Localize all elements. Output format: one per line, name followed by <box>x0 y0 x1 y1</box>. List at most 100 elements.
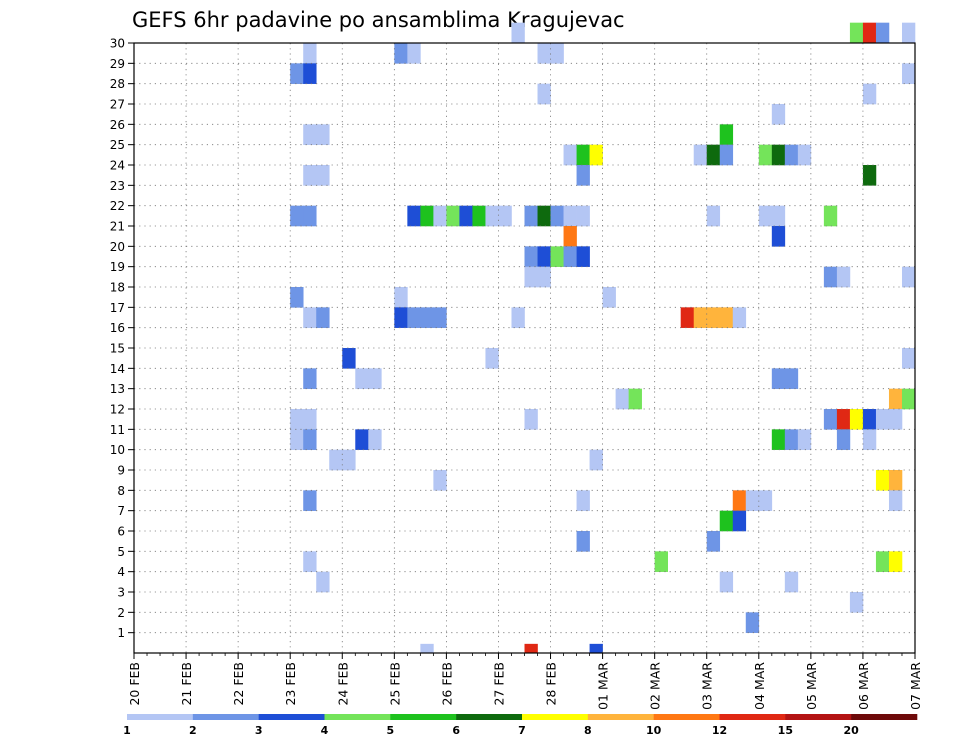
heatmap-cell <box>290 205 304 227</box>
heatmap-cell <box>368 429 382 450</box>
heatmap-cell <box>342 449 356 471</box>
heatmap-cell <box>407 307 421 328</box>
heatmap-cell <box>355 429 369 450</box>
x-tick-label: 20 FEB <box>127 662 142 706</box>
heatmap-cell <box>576 165 590 186</box>
x-tick-label: 01 MAR <box>596 662 611 710</box>
heatmap-cell <box>823 205 838 227</box>
heatmap-cell <box>316 165 330 186</box>
heatmap-cell <box>498 205 512 227</box>
legend-label: 4 <box>321 724 329 737</box>
heatmap-cell <box>563 205 577 227</box>
x-axis-ticks: 20 FEB 21 FEB 22 FEB 23 FEB 24 FEB 25 FEB 26 F… <box>127 653 923 710</box>
y-tick-label: 22 <box>110 199 125 213</box>
y-tick-label: 19 <box>110 260 125 274</box>
heatmap-cell <box>550 246 564 267</box>
heatmap-cell <box>485 348 499 369</box>
heatmap-cell <box>433 205 447 227</box>
heatmap-cell <box>303 205 317 227</box>
legend-label: 15 <box>778 724 793 737</box>
legend-label: 2 <box>189 724 197 737</box>
heatmap-cell <box>901 22 916 44</box>
heatmap-cell <box>693 144 708 166</box>
legend-swatch <box>324 714 391 720</box>
heatmap-cell <box>303 165 317 186</box>
legend-label: 6 <box>452 724 460 737</box>
heatmap-cell <box>875 470 890 491</box>
legend-swatch <box>390 714 457 720</box>
heatmap-cell <box>472 205 486 227</box>
heatmap-cell <box>524 246 538 267</box>
heatmap-cell <box>836 266 851 288</box>
heatmap-cell <box>888 490 903 511</box>
legend-swatch <box>258 714 325 720</box>
heatmap-cell <box>602 287 616 308</box>
legend-swatch <box>851 714 918 720</box>
x-tick-label: 24 FEB <box>335 662 350 706</box>
heatmap-cell <box>771 205 786 227</box>
heatmap-cell <box>615 388 629 410</box>
x-tick-label: 02 MAR <box>648 662 663 710</box>
y-tick-label: 21 <box>110 220 125 234</box>
heatmap-cell <box>303 124 317 145</box>
heatmap-cell <box>745 490 760 511</box>
heatmap-cell <box>784 144 799 166</box>
legend-label: 1 <box>123 724 131 737</box>
heatmap-cell <box>576 531 590 552</box>
heatmap-cell <box>537 205 551 227</box>
heatmap-cell <box>420 205 434 227</box>
heatmap-cell <box>680 307 695 328</box>
heatmap-cell <box>303 368 317 389</box>
legend-swatch <box>785 714 852 720</box>
y-tick-label: 11 <box>110 423 125 437</box>
heatmap-cell <box>394 43 408 64</box>
heatmap-cell <box>394 287 408 308</box>
heatmap-cell <box>407 43 421 64</box>
heatmap-cell <box>706 144 721 166</box>
heatmap-cell <box>628 388 642 410</box>
heatmap-cell <box>836 429 851 450</box>
heatmap-cell <box>303 409 317 430</box>
y-tick-label: 14 <box>110 362 125 376</box>
heatmap-cell <box>290 287 304 308</box>
legend-swatch <box>653 714 720 720</box>
heatmap-cell <box>888 470 903 491</box>
y-tick-label: 12 <box>110 403 125 417</box>
y-tick-label: 15 <box>110 342 125 356</box>
heatmap-cell <box>524 409 538 430</box>
heatmap-cell <box>758 144 773 166</box>
legend-swatch <box>127 714 194 720</box>
heatmap-cell <box>901 348 916 369</box>
heatmap-cell <box>329 449 343 471</box>
heatmap-cell <box>576 205 590 227</box>
heatmap-cell <box>719 510 734 532</box>
heatmap-cell <box>719 571 734 593</box>
heatmap-cell <box>576 144 590 166</box>
heatmap-cell <box>862 22 877 44</box>
x-tick-label: 07 MAR <box>908 662 923 710</box>
heatmap-cells <box>290 22 916 654</box>
y-tick-label: 23 <box>110 179 125 193</box>
y-tick-label: 9 <box>117 464 125 478</box>
heatmap-cell <box>719 144 734 166</box>
y-tick-label: 28 <box>110 77 125 91</box>
y-tick-label: 8 <box>117 484 125 498</box>
y-tick-label: 30 <box>110 37 125 51</box>
heatmap-cell <box>342 348 356 369</box>
heatmap-cell <box>433 470 447 491</box>
legend-label: 8 <box>584 724 592 737</box>
heatmap-cell <box>303 63 317 84</box>
legend-label: 10 <box>646 724 662 737</box>
heatmap-cell <box>537 43 551 64</box>
heatmap-cell <box>849 22 864 44</box>
heatmap-cell <box>537 83 551 105</box>
x-tick-label: 27 FEB <box>491 662 506 706</box>
x-tick-label: 25 FEB <box>387 662 402 706</box>
heatmap-cell <box>290 429 304 450</box>
heatmap-cell <box>316 124 330 145</box>
heatmap-cell <box>901 388 916 410</box>
x-tick-label: 23 FEB <box>283 662 298 706</box>
heatmap-cell <box>862 409 877 430</box>
heatmap-cell <box>303 307 317 328</box>
